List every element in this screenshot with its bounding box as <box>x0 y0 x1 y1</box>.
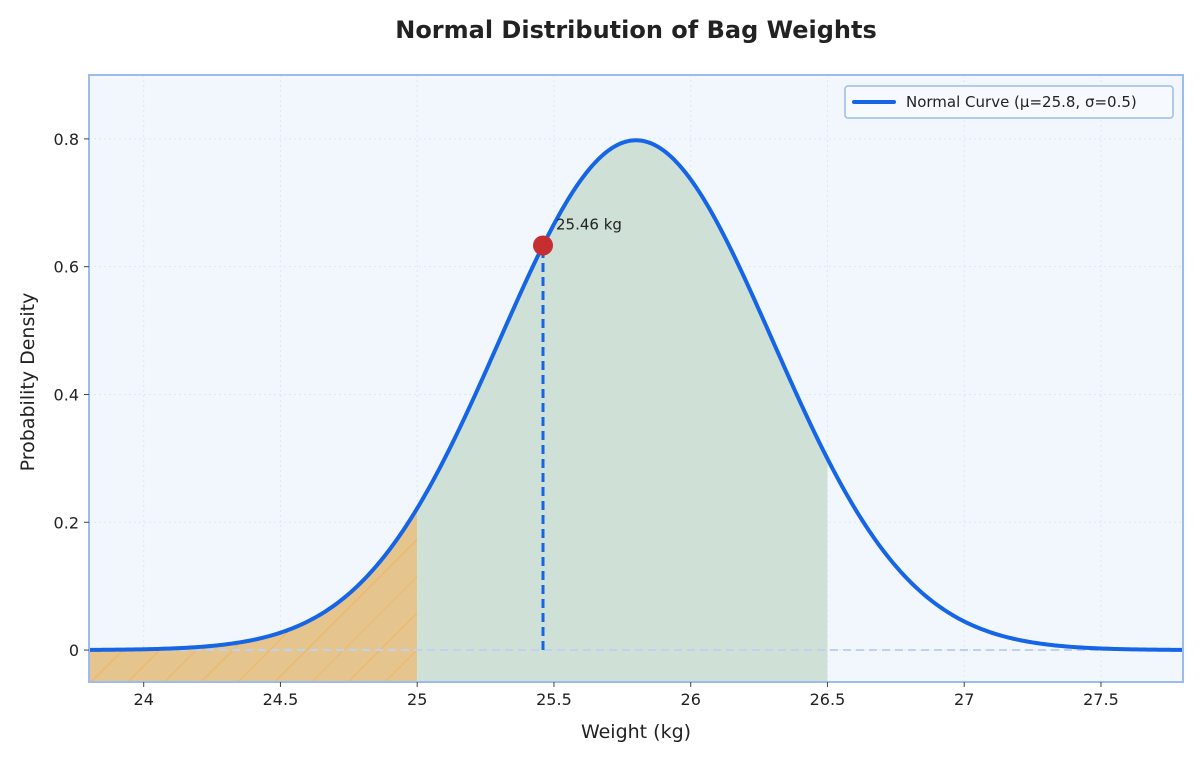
legend-label-normal-curve: Normal Curve (μ=25.8, σ=0.5) <box>906 93 1137 111</box>
shaded-region-left-hatch <box>89 508 418 682</box>
y-tick-label: 0.8 <box>54 130 79 149</box>
x-tick-label: 26 <box>681 690 701 709</box>
chart-title: Normal Distribution of Bag Weights <box>395 16 877 44</box>
plot-border <box>88 74 1184 683</box>
y-tick-label: 0.2 <box>54 513 79 532</box>
legend-box <box>844 85 1174 119</box>
x-tick-label: 24.5 <box>263 690 299 709</box>
x-axis-label: Weight (kg) <box>581 721 691 743</box>
marker-label: 25.46 kg <box>556 215 622 233</box>
y-tick-label: 0 <box>69 641 79 660</box>
y-axis-label: Probability Density <box>17 293 39 472</box>
x-tick-label: 25.5 <box>536 690 572 709</box>
y-axis-ticks: 0 0.2 0.4 0.6 0.8 <box>54 130 89 660</box>
y-tick-label: 0.4 <box>54 385 79 404</box>
x-tick-label: 27.5 <box>1083 690 1119 709</box>
x-axis-ticks: 24 24.5 25 25.5 26 26.5 27 27.5 <box>134 682 1119 709</box>
x-tick-label: 26.5 <box>810 690 846 709</box>
marker-point <box>533 235 554 256</box>
normal-curve-line <box>89 138 1183 652</box>
shaded-region-middle <box>417 140 828 682</box>
y-tick-label: 0.6 <box>54 258 79 277</box>
x-tick-label: 27 <box>954 690 974 709</box>
legend: Normal Curve (μ=25.8, σ=0.5) <box>844 85 1174 119</box>
x-tick-label: 24 <box>134 690 154 709</box>
x-tick-label: 25 <box>407 690 427 709</box>
